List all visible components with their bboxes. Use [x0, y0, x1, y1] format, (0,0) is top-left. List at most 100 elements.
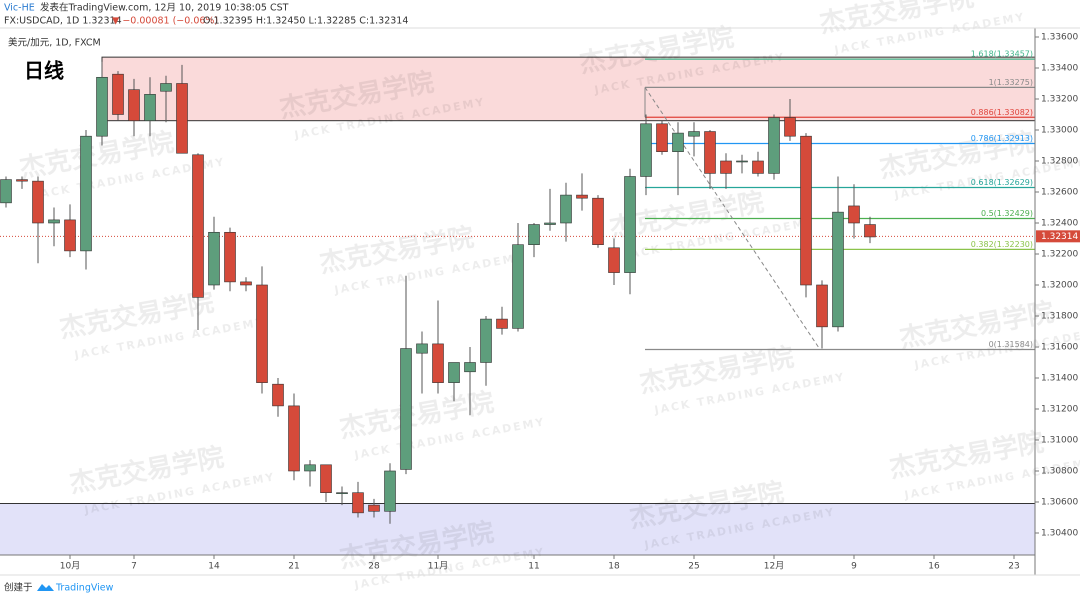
fib-label: 0.5(1.32429) [981, 209, 1033, 218]
candle-body [96, 76, 108, 137]
candle-body [544, 222, 556, 225]
candle-body [688, 131, 700, 137]
header-published: 发表在TradingView.com, 12月 10, 2019 10:38:0… [40, 2, 289, 14]
last-price-label: 1.32314 [1041, 232, 1078, 242]
candle-body [608, 247, 620, 273]
y-tick-label: 1.33000 [1041, 125, 1078, 135]
y-tick-label: 1.33200 [1041, 94, 1078, 104]
candle-body [864, 224, 876, 238]
candle-body [256, 284, 268, 383]
x-tick-label: 18 [608, 562, 620, 572]
header-symbol: FX:USDCAD, 1D 1.32314 [4, 16, 122, 27]
candle-body [736, 160, 748, 163]
candle-body [576, 194, 588, 199]
candle-body [784, 117, 796, 137]
header-ohlc: O:1.32395 H:1.32450 L:1.32285 C:1.32314 [203, 16, 408, 27]
x-tick-label: 11 [528, 562, 539, 572]
candle-body [320, 464, 332, 493]
candle-body [816, 284, 828, 328]
candle-body [640, 123, 652, 177]
x-tick-label: 25 [688, 562, 699, 572]
chart-title: 日线 [24, 59, 64, 83]
candle-body [704, 131, 716, 174]
zone [0, 503, 1035, 555]
candle-body [336, 492, 348, 494]
candle-body [480, 318, 492, 363]
fib-label: 0.786(1.32913) [971, 134, 1033, 143]
candle-body [16, 179, 28, 182]
candle-body [752, 160, 764, 174]
candle-body [304, 464, 316, 472]
x-tick-label: 28 [368, 562, 380, 572]
candle-body [832, 211, 844, 328]
candle-body [272, 383, 284, 407]
fib-label: 1.618(1.33457) [971, 50, 1033, 59]
candle-body [416, 343, 428, 354]
candle-body [592, 197, 604, 245]
candle-body [464, 362, 476, 373]
fib-label: 1(1.33275) [989, 78, 1033, 87]
candle-body [240, 281, 252, 286]
candle-body [624, 176, 636, 273]
candle-body [672, 132, 684, 152]
x-tick-label: 10月 [60, 561, 80, 572]
candle-body [176, 83, 188, 154]
candle-body [48, 219, 60, 224]
y-tick-label: 1.31800 [1041, 311, 1078, 321]
chart-subtitle: 美元/加元, 1D, FXCM [8, 37, 101, 49]
candle-body [288, 405, 300, 472]
candle-body [80, 135, 92, 252]
candle-body [192, 154, 204, 298]
y-tick-label: 1.32000 [1041, 280, 1078, 290]
y-tick-label: 1.32800 [1041, 156, 1078, 166]
zone [101, 56, 1036, 122]
candle-body [112, 73, 124, 115]
y-tick-label: 1.31400 [1041, 373, 1078, 383]
candle-body [400, 348, 412, 470]
footer-brand: TradingView [55, 583, 114, 594]
footer-created: 创建于 [4, 582, 33, 594]
candle-body [352, 492, 364, 514]
x-tick-label: 12月 [764, 561, 784, 572]
candle-body [656, 123, 668, 152]
y-tick-label: 1.31200 [1041, 404, 1078, 414]
x-tick-label: 9 [851, 562, 857, 572]
header-author: Vic-HE [4, 3, 35, 14]
fib-label: 0(1.31584) [989, 340, 1033, 349]
candle-body [128, 89, 140, 121]
fib-label: 0.618(1.32629) [971, 178, 1033, 187]
y-tick-label: 1.33600 [1041, 32, 1078, 42]
fib-label: 0.886(1.33082) [971, 108, 1033, 117]
y-tick-label: 1.30800 [1041, 466, 1078, 476]
candle-body [720, 160, 732, 174]
header-change: ▼ −0.00081 (−0.06%) [112, 16, 218, 27]
y-tick-label: 1.33400 [1041, 63, 1078, 73]
y-tick-label: 1.30400 [1041, 528, 1078, 538]
x-tick-label: 23 [1008, 562, 1019, 572]
candle-body [800, 135, 812, 286]
candle-body [32, 180, 44, 224]
x-tick-label: 16 [928, 562, 940, 572]
candle-body [512, 244, 524, 329]
candle-body [768, 117, 780, 174]
candle-body [384, 470, 396, 512]
y-tick-label: 1.32400 [1041, 218, 1078, 228]
candle-body [224, 231, 236, 283]
candle-body [432, 343, 444, 383]
candle-body [160, 83, 172, 92]
candle-body [368, 504, 380, 512]
candle-body [144, 94, 156, 121]
x-tick-label: 21 [288, 562, 299, 572]
x-tick-label: 14 [208, 562, 220, 572]
y-tick-label: 1.32200 [1041, 249, 1078, 259]
candle-body [560, 194, 572, 224]
candle-body [848, 205, 860, 224]
candle-body [208, 231, 220, 286]
candle-body [0, 179, 12, 204]
y-tick-label: 1.31600 [1041, 342, 1078, 352]
y-tick-label: 1.30600 [1041, 497, 1078, 507]
candle-body [448, 362, 460, 383]
last-price-box [1036, 230, 1080, 243]
y-tick-label: 1.31000 [1041, 435, 1078, 445]
